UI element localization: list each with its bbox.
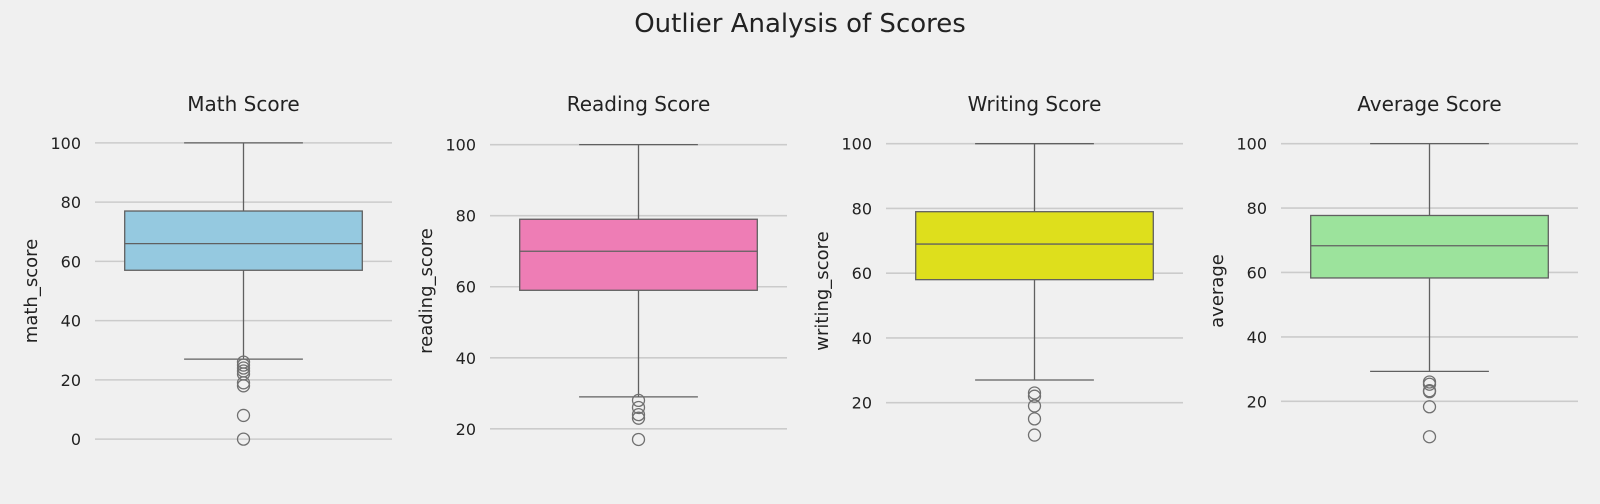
- y-tick-label: 60: [61, 252, 81, 271]
- subplot-title: Reading Score: [567, 92, 711, 116]
- outlier-point: [236, 358, 251, 372]
- subplot-3: Writing Score 20 40 60 80 100 writing_score: [812, 92, 1183, 442]
- y-tick-label: 60: [456, 278, 476, 297]
- outlier-point: [631, 393, 646, 408]
- y-tick-label: 40: [1247, 328, 1267, 347]
- y-tick-label: 40: [456, 349, 476, 368]
- y-tick-label: 80: [1247, 199, 1267, 218]
- y-axis-label: average: [1207, 254, 1228, 328]
- outlier-point: [236, 408, 251, 423]
- outlier-point: [1027, 412, 1042, 426]
- outlier-point: [1027, 389, 1042, 403]
- outlier-point: [1422, 384, 1437, 399]
- y-tick-label: 60: [1247, 263, 1267, 282]
- y-tick-label: 20: [852, 394, 872, 413]
- outlier-point: [631, 407, 646, 422]
- outlier-point: [631, 411, 646, 425]
- y-tick-label: 80: [61, 193, 81, 212]
- y-tick-label: 80: [852, 199, 872, 218]
- subplot-title: Math Score: [187, 92, 299, 116]
- y-tick-label: 100: [841, 135, 872, 154]
- outlier-point: [1027, 399, 1042, 413]
- box: [124, 210, 363, 271]
- y-tick-label: 20: [61, 371, 81, 390]
- y-tick-label: 100: [1236, 135, 1267, 154]
- y-axis-label: math_score: [21, 239, 42, 343]
- box: [915, 211, 1154, 281]
- subplot-1: Math Score 0 20 40 60 80 100 math_score: [21, 92, 392, 449]
- y-tick-label: 100: [50, 134, 81, 153]
- outlier-point: [1422, 377, 1437, 391]
- outlier-point: [236, 379, 251, 393]
- outlier-point: [236, 432, 251, 446]
- y-axis-label: writing_score: [812, 231, 833, 350]
- box: [519, 218, 758, 291]
- y-tick-label: 40: [61, 312, 81, 331]
- outlier-point: [1027, 386, 1042, 400]
- y-tick-label: 60: [852, 264, 872, 283]
- subplot-title: Writing Score: [968, 92, 1102, 116]
- outlier-point: [236, 376, 251, 390]
- chart-title: Outlier Analysis of Scores: [634, 9, 966, 39]
- y-tick-label: 20: [456, 420, 476, 439]
- outlier-point: [1422, 400, 1437, 414]
- y-tick-label: 40: [852, 329, 872, 348]
- y-tick-label: 0: [71, 430, 81, 449]
- subplot-2: Reading Score 20 40 60 80 100 reading_score: [416, 92, 787, 447]
- outlier-point: [1027, 428, 1042, 442]
- subplot-title: Average Score: [1357, 92, 1502, 116]
- outlier-point: [631, 400, 646, 415]
- subplot-4: Average Score 20 40 60 80 100 average: [1207, 92, 1578, 444]
- outlier-point: [631, 432, 646, 447]
- y-tick-label: 80: [456, 207, 476, 226]
- y-axis-label: reading_score: [416, 228, 437, 354]
- outlier-point: [236, 361, 251, 375]
- box: [1310, 214, 1549, 279]
- y-tick-label: 100: [445, 136, 476, 155]
- y-tick-label: 20: [1247, 392, 1267, 411]
- outlier-point: [1422, 430, 1437, 444]
